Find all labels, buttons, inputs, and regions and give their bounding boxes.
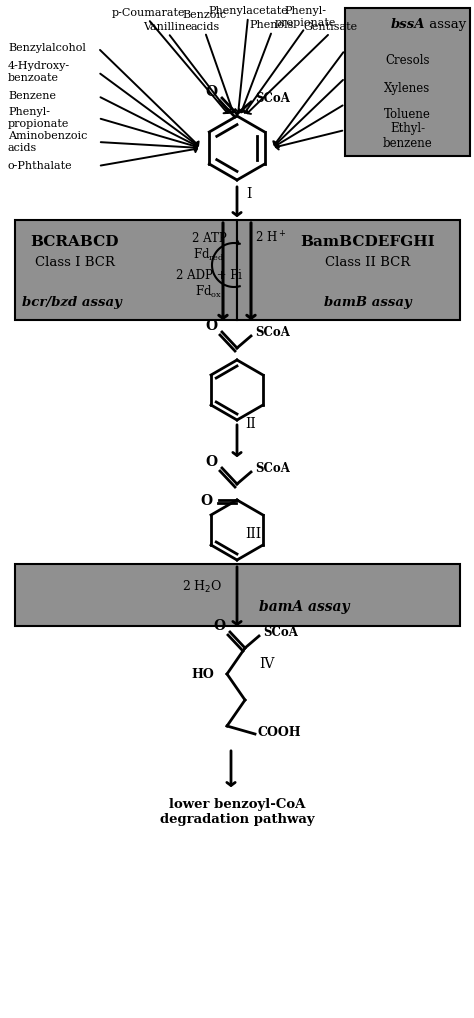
Text: Ethyl-
benzene: Ethyl- benzene [383,122,432,150]
Text: bssA: bssA [390,17,425,31]
Text: II: II [246,417,256,431]
Text: IV: IV [259,657,275,671]
Text: Fd$_\mathregular{red}$: Fd$_\mathregular{red}$ [193,247,225,263]
Text: 2 H$_2$O: 2 H$_2$O [182,579,222,596]
Text: Benzylalcohol: Benzylalcohol [8,43,86,53]
Text: 2 H$^+$: 2 H$^+$ [255,230,286,245]
Text: bamB assay: bamB assay [324,295,412,308]
Text: BCRABCD: BCRABCD [31,235,119,249]
Bar [345,8,470,156]
Bar [15,564,460,626]
Bar [15,220,237,320]
Text: Phenylacetate: Phenylacetate [208,6,288,16]
Text: Gentisate: Gentisate [303,22,357,32]
Text: Class I BCR: Class I BCR [35,256,115,269]
Text: p-Coumarate: p-Coumarate [111,8,185,18]
Text: bamA assay: bamA assay [259,600,350,614]
Text: Benzene: Benzene [8,91,56,101]
Text: SCoA: SCoA [255,461,291,474]
Text: SCoA: SCoA [264,625,299,638]
Text: SCoA: SCoA [255,92,291,105]
Text: 2 ADP + Pi: 2 ADP + Pi [176,269,242,282]
Text: Xylenes: Xylenes [384,81,430,95]
Text: Aminobenzoic
acids: Aminobenzoic acids [8,131,87,153]
Text: Fd$_\mathregular{ox}$: Fd$_\mathregular{ox}$ [195,284,223,300]
Text: bcr/bzd assay: bcr/bzd assay [22,295,122,308]
Text: O: O [205,84,217,99]
Text: O: O [205,319,217,333]
Text: BamBCDEFGHI: BamBCDEFGHI [301,235,436,249]
Text: lower benzoyl-CoA
degradation pathway: lower benzoyl-CoA degradation pathway [160,798,314,826]
Text: Vanilline: Vanilline [144,22,192,32]
Text: HO: HO [191,668,214,680]
Text: O: O [213,619,225,633]
Text: 4-Hydroxy-
benzoate: 4-Hydroxy- benzoate [8,61,70,82]
Text: III: III [245,527,261,541]
Text: COOH: COOH [257,726,301,738]
Text: o-Phthalate: o-Phthalate [8,161,73,171]
Text: SCoA: SCoA [255,326,291,339]
Text: assay: assay [426,17,467,31]
Text: Phenyl-
propionate: Phenyl- propionate [274,6,336,27]
Text: I: I [246,187,252,201]
Text: Benzoic
acids: Benzoic acids [183,10,227,32]
Text: Class II BCR: Class II BCR [325,256,410,269]
Text: Phenols: Phenols [250,20,294,30]
Text: O: O [205,455,217,469]
Text: Phenyl-
propionate: Phenyl- propionate [8,107,69,129]
Text: O: O [200,494,212,508]
Text: 2 ATP: 2 ATP [191,231,227,244]
Bar [237,220,460,320]
Text: Toluene: Toluene [384,108,431,120]
Text: Cresols: Cresols [385,54,430,66]
